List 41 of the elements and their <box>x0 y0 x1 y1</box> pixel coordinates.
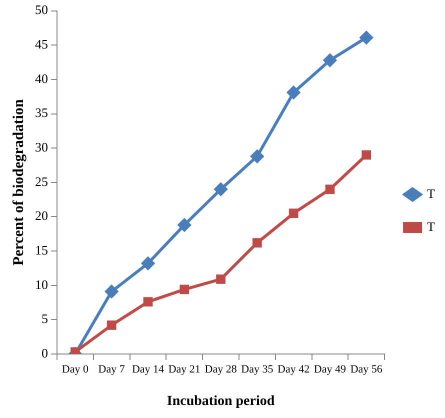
x-tick-label: Day 21 <box>168 363 200 376</box>
x-tick-label: Day 42 <box>278 363 310 376</box>
legend-label: T <box>427 218 436 234</box>
point <box>70 347 80 354</box>
x-tick-label: Day 56 <box>350 363 383 376</box>
point <box>288 208 298 218</box>
point <box>252 238 262 248</box>
legend-label: T <box>427 186 436 201</box>
y-tick-label: 40 <box>35 70 48 86</box>
point <box>105 285 118 298</box>
y-tick-label: 25 <box>35 174 48 189</box>
y-tick-label: 0 <box>42 345 48 360</box>
x-tick-label: Day 7 <box>98 363 126 376</box>
y-tick-label: 10 <box>35 276 48 292</box>
x-tick-label: Day 49 <box>314 363 347 376</box>
point <box>325 184 335 194</box>
point <box>214 182 228 196</box>
point <box>106 320 116 330</box>
point <box>250 150 264 163</box>
point <box>360 31 373 44</box>
point <box>178 218 191 232</box>
y-axis-title: Percent of biodegradation <box>10 98 27 266</box>
y-tick-label: 35 <box>35 105 48 120</box>
y-tick-label: 15 <box>35 242 48 258</box>
y-tick-label: 50 <box>35 2 48 18</box>
y-tick-label: 45 <box>35 36 48 52</box>
point <box>216 274 226 284</box>
y-tick-label: 30 <box>35 140 48 154</box>
y-tick-label: 5 <box>42 311 48 326</box>
x-axis-title: Incubation period <box>166 394 275 410</box>
x-tick-label: Day 28 <box>204 363 238 376</box>
point <box>362 150 372 160</box>
point <box>141 256 154 270</box>
x-tick-label: Day 14 <box>132 363 165 376</box>
y-tick-label: 20 <box>35 208 48 224</box>
point <box>287 86 300 99</box>
point <box>180 284 190 294</box>
point <box>323 54 336 67</box>
x-tick-label: Day 0 <box>62 363 89 376</box>
point <box>143 297 153 307</box>
x-tick-label: Day 35 <box>241 363 274 376</box>
